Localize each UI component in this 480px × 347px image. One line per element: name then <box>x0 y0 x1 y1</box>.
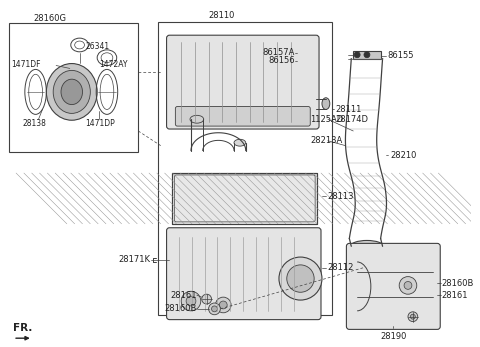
Text: 28160B: 28160B <box>441 279 474 288</box>
Circle shape <box>202 294 212 304</box>
Text: 86156: 86156 <box>268 56 295 65</box>
Circle shape <box>354 52 360 58</box>
Ellipse shape <box>234 139 246 146</box>
Circle shape <box>186 296 196 306</box>
Text: 28138: 28138 <box>23 119 47 128</box>
Ellipse shape <box>322 98 330 110</box>
Text: FR.: FR. <box>13 323 33 333</box>
Circle shape <box>287 265 314 292</box>
FancyBboxPatch shape <box>167 35 319 129</box>
Text: 28113: 28113 <box>328 192 354 201</box>
Text: 28190: 28190 <box>380 332 407 341</box>
Text: 28174D: 28174D <box>336 115 369 124</box>
Ellipse shape <box>47 64 97 120</box>
Circle shape <box>181 291 201 311</box>
Circle shape <box>212 306 217 312</box>
Text: 1471DF: 1471DF <box>11 60 41 69</box>
Ellipse shape <box>61 79 83 104</box>
Circle shape <box>279 257 322 300</box>
Ellipse shape <box>190 115 204 123</box>
Text: 28213A: 28213A <box>310 136 343 145</box>
Text: 28112: 28112 <box>328 263 354 272</box>
Circle shape <box>408 312 418 322</box>
FancyBboxPatch shape <box>175 107 310 126</box>
Circle shape <box>216 297 231 313</box>
Bar <box>9 24 138 152</box>
Circle shape <box>209 303 220 315</box>
Text: 28161: 28161 <box>441 291 468 300</box>
Text: 28160B: 28160B <box>165 304 197 313</box>
Text: 28161: 28161 <box>170 291 197 300</box>
Circle shape <box>399 277 417 294</box>
Text: 28110: 28110 <box>208 11 235 20</box>
Circle shape <box>404 281 412 289</box>
Circle shape <box>364 52 370 58</box>
Text: 26341: 26341 <box>85 42 109 51</box>
Bar <box>172 173 317 224</box>
Ellipse shape <box>53 70 90 113</box>
Text: 1472AY: 1472AY <box>99 60 128 69</box>
Text: 1125AD: 1125AD <box>310 115 344 124</box>
Text: 86157A: 86157A <box>262 48 295 57</box>
Bar <box>172 173 317 224</box>
Bar <box>353 51 381 59</box>
FancyBboxPatch shape <box>347 243 440 329</box>
Text: 28171K: 28171K <box>118 255 150 264</box>
Circle shape <box>410 314 415 319</box>
Text: 28160G: 28160G <box>34 14 67 23</box>
Text: 1471DP: 1471DP <box>85 119 115 128</box>
Text: 28111: 28111 <box>336 105 362 114</box>
Bar <box>158 22 332 315</box>
Circle shape <box>219 301 227 309</box>
Ellipse shape <box>350 240 384 252</box>
Text: 86155: 86155 <box>387 51 414 60</box>
FancyBboxPatch shape <box>167 228 321 320</box>
Text: 28210: 28210 <box>390 151 417 160</box>
